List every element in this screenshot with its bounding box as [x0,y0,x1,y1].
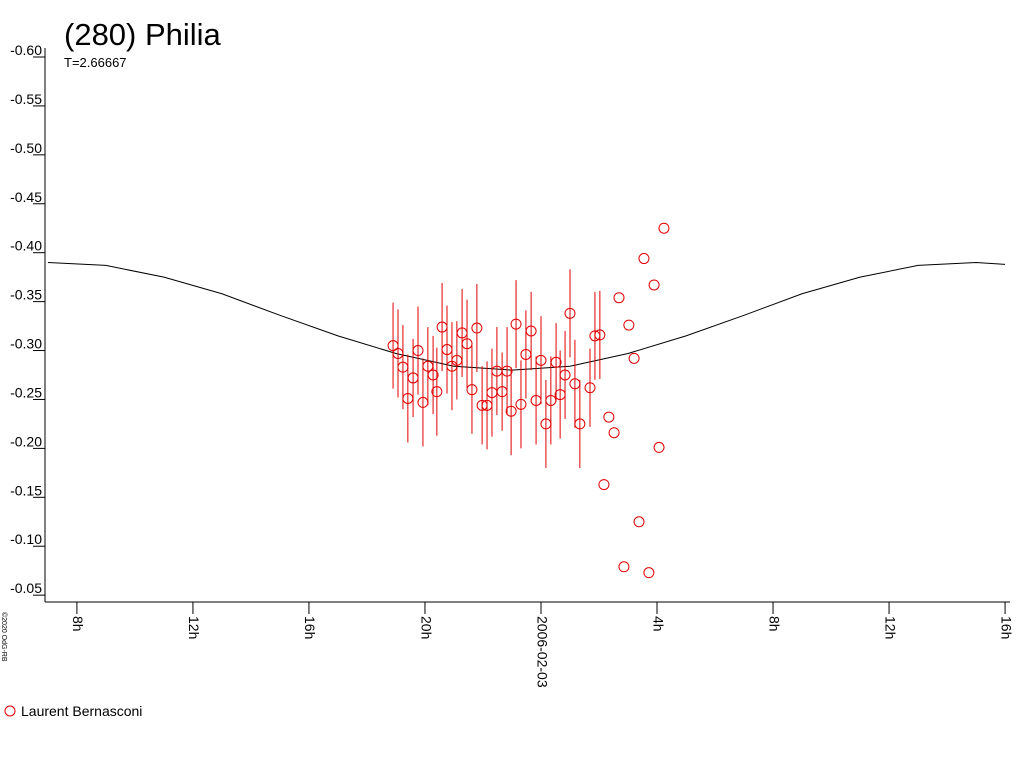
data-point [412,345,424,357]
data-point [525,325,537,337]
x-tick-label: 8h [766,616,782,632]
data-point [648,279,660,291]
data-point [613,292,625,304]
y-tick-label: -0.30 [10,336,42,352]
y-tick-label: -0.35 [10,287,42,303]
y-tick-label: -0.05 [10,580,42,596]
legend-marker [4,705,16,717]
data-point [505,405,517,417]
data-point [427,369,439,381]
data-point [598,479,610,491]
y-tick-label: -0.10 [10,531,42,547]
data-point [658,222,670,234]
x-tick-label: 16h [998,616,1014,639]
y-tick-label: -0.50 [10,140,42,156]
data-point [466,384,478,396]
data-point [608,427,620,439]
y-tick-label: -0.55 [10,91,42,107]
data-point [550,356,562,368]
data-point [501,365,513,377]
credit: ©2020 OdG-RB [0,612,8,662]
x-tick-label: 8h [70,616,86,632]
y-tick-label: -0.60 [10,42,42,58]
data-point [584,382,596,394]
x-tick-label: 12h [186,616,202,639]
x-tick-label: 2006-02-03 [534,616,550,688]
data-point [653,441,665,453]
data-point [638,253,650,265]
y-tick-label: -0.25 [10,384,42,400]
data-point [574,418,586,430]
data-point [594,329,606,341]
data-point [623,319,635,331]
x-tick-label: 4h [650,616,666,632]
x-tick-label: 12h [882,616,898,639]
y-tick-label: -0.45 [10,189,42,205]
data-point [515,398,527,410]
y-tick-label: -0.40 [10,238,42,254]
data-point [643,567,655,579]
chart-title: (280) Philia [64,17,222,52]
data-point [633,516,645,528]
data-point [618,561,630,573]
y-tick-label: -0.20 [10,433,42,449]
data-point [559,369,571,381]
data-point [564,307,576,319]
x-tick-label: 20h [418,616,434,639]
x-tick-label: 16h [302,616,318,639]
legend-label: Laurent Bernasconi [21,703,142,719]
data-point [603,411,615,423]
chart-subtitle: T=2.66667 [64,55,127,70]
data-point [535,354,547,366]
model-curve [47,261,1006,371]
data-point [431,386,443,398]
data-point [510,318,522,330]
data-point [628,352,640,364]
data-point [471,322,483,334]
data-point [461,338,473,350]
y-tick-label: -0.15 [10,482,42,498]
